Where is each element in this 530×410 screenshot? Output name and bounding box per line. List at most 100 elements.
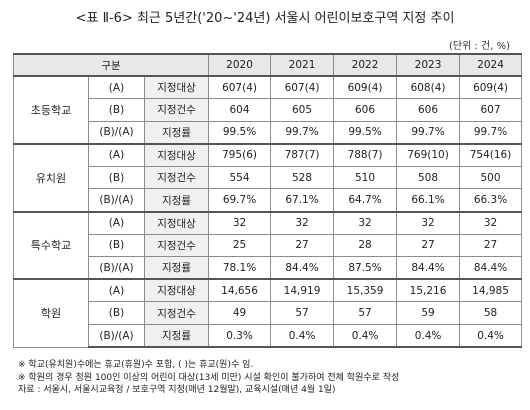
value-cell: 795(6) xyxy=(208,142,272,167)
value-cell: 0.4% xyxy=(270,324,335,349)
row-code: (B) xyxy=(88,98,145,122)
value-cell: 27 xyxy=(396,233,461,258)
value-cell: 99.5% xyxy=(333,120,398,145)
value-cell: 788(7) xyxy=(333,142,398,167)
designation-table: 구분 2020 2021 2022 2023 2024 초등학교 (A) 지정대상 6… xyxy=(12,53,523,349)
value-cell: 769(10) xyxy=(396,142,461,167)
value-cell: 0.4% xyxy=(396,324,461,349)
header-year: 2021 xyxy=(270,53,335,77)
value-cell: 99.7% xyxy=(270,120,335,145)
value-cell: 27 xyxy=(459,233,523,258)
value-cell: 528 xyxy=(270,165,335,190)
value-cell: 57 xyxy=(333,301,398,326)
value-cell: 32 xyxy=(270,210,335,235)
value-cell: 787(7) xyxy=(270,142,335,167)
value-cell: 67.1% xyxy=(270,188,335,213)
value-cell: 0.4% xyxy=(333,324,398,349)
header-year: 2020 xyxy=(208,53,272,77)
row-metric: 지정건수 xyxy=(143,165,210,190)
table-row: (B)/(A) 지정률 99.5% 99.7% 99.5% 99.7% 99.7% xyxy=(14,120,523,145)
table-row: (B) 지정건수 554 528 510 508 500 xyxy=(14,165,523,190)
value-cell: 510 xyxy=(333,165,398,190)
row-code: (B)/(A) xyxy=(88,256,145,280)
header-row: 구분 2020 2021 2022 2023 2024 xyxy=(12,53,523,77)
row-code: (A) xyxy=(88,210,145,235)
value-cell: 14,919 xyxy=(270,278,335,303)
value-cell: 32 xyxy=(459,210,523,235)
value-cell: 14,656 xyxy=(208,278,272,303)
value-cell: 609(4) xyxy=(333,75,398,100)
row-code: (B) xyxy=(88,233,145,258)
row-metric: 지정건수 xyxy=(143,98,210,122)
value-cell: 99.5% xyxy=(208,120,272,145)
row-metric: 지정대상 xyxy=(143,210,210,235)
row-metric: 지정률 xyxy=(143,120,210,145)
row-metric: 지정건수 xyxy=(143,301,210,326)
table-row: (B)/(A) 지정률 69.7% 67.1% 64.7% 66.1% 66.3% xyxy=(14,188,523,213)
row-metric: 지정대상 xyxy=(143,278,210,303)
value-cell: 500 xyxy=(459,165,523,190)
footnotes: ※ 학교(유치원)수에는 휴교(휴원)수 포함, ( )는 휴교(원)수 임. … xyxy=(18,359,523,397)
table-row: (B) 지정건수 25 27 28 27 27 xyxy=(14,233,523,258)
value-cell: 604 xyxy=(208,98,272,122)
header-category: 구분 xyxy=(12,53,210,77)
value-cell: 27 xyxy=(270,233,335,258)
group-name: 학원 xyxy=(13,278,89,348)
value-cell: 28 xyxy=(333,233,398,258)
row-code: (B) xyxy=(88,165,145,190)
value-cell: 32 xyxy=(396,210,461,235)
value-cell: 64.7% xyxy=(333,188,398,213)
value-cell: 78.1% xyxy=(208,256,272,280)
value-cell: 84.4% xyxy=(459,256,523,280)
header-year: 2023 xyxy=(396,53,461,77)
table-row: 학원 (A) 지정대상 14,656 14,919 15,359 15,216 14,985 xyxy=(13,278,523,348)
value-cell: 99.7% xyxy=(396,120,461,145)
value-cell: 606 xyxy=(333,98,398,122)
value-cell: 87.5% xyxy=(333,256,398,280)
table-row: (B)/(A) 지정률 78.1% 84.4% 87.5% 84.4% 84.4% xyxy=(14,256,523,280)
value-cell: 607(4) xyxy=(270,75,335,100)
value-cell: 66.1% xyxy=(396,188,461,213)
footnote: 자료 : 서울시, 서울시교육청 / 보호구역 지정(매년 12월말), 교육시… xyxy=(18,385,336,395)
value-cell: 0.3% xyxy=(208,324,272,349)
value-cell: 14,985 xyxy=(459,278,523,303)
table-row: (B)/(A) 지정률 0.3% 0.4% 0.4% 0.4% 0.4% xyxy=(14,324,523,349)
table-row: 초등학교 (A) 지정대상 607(4) 607(4) 609(4) 608(4) 609(4… xyxy=(13,75,523,145)
value-cell: 605 xyxy=(270,98,335,122)
value-cell: 69.7% xyxy=(208,188,272,213)
row-code: (A) xyxy=(88,142,145,167)
row-code: (A) xyxy=(88,278,145,303)
row-metric: 지정률 xyxy=(143,188,210,213)
header-year: 2022 xyxy=(333,53,398,77)
group-name: 초등학교 xyxy=(13,75,89,145)
row-metric: 지정률 xyxy=(143,324,210,349)
group-name: 특수학교 xyxy=(13,210,89,280)
table-row: (B) 지정건수 49 57 57 59 58 xyxy=(14,301,523,326)
value-cell: 554 xyxy=(208,165,272,190)
row-code: (B) xyxy=(88,301,145,326)
row-code: (B)/(A) xyxy=(88,188,145,213)
row-code: (B)/(A) xyxy=(88,120,145,145)
value-cell: 508 xyxy=(396,165,461,190)
value-cell: 609(4) xyxy=(459,75,523,100)
value-cell: 754(16) xyxy=(459,142,523,167)
value-cell: 607 xyxy=(459,98,523,122)
row-metric: 지정건수 xyxy=(143,233,210,258)
row-code: (A) xyxy=(88,75,145,100)
footnote: ※ 학교(유치원)수에는 휴교(휴원)수 포함, ( )는 휴교(원)수 임. xyxy=(18,360,254,370)
value-cell: 32 xyxy=(208,210,272,235)
row-code: (B)/(A) xyxy=(88,324,145,349)
value-cell: 59 xyxy=(396,301,461,326)
row-metric: 지정대상 xyxy=(143,75,210,100)
table-row: (B) 지정건수 604 605 606 606 607 xyxy=(14,98,523,122)
value-cell: 608(4) xyxy=(396,75,461,100)
value-cell: 607(4) xyxy=(208,75,272,100)
value-cell: 84.4% xyxy=(396,256,461,280)
group-name: 유치원 xyxy=(13,142,89,213)
row-metric: 지정률 xyxy=(143,256,210,280)
value-cell: 84.4% xyxy=(270,256,335,280)
table-row: 유치원 (A) 지정대상 795(6) 787(7) 788(7) 769(10) 754(1… xyxy=(13,142,523,213)
unit-label: (단위 : 건, %) xyxy=(449,41,510,52)
value-cell: 49 xyxy=(208,301,272,326)
value-cell: 99.7% xyxy=(459,120,523,145)
